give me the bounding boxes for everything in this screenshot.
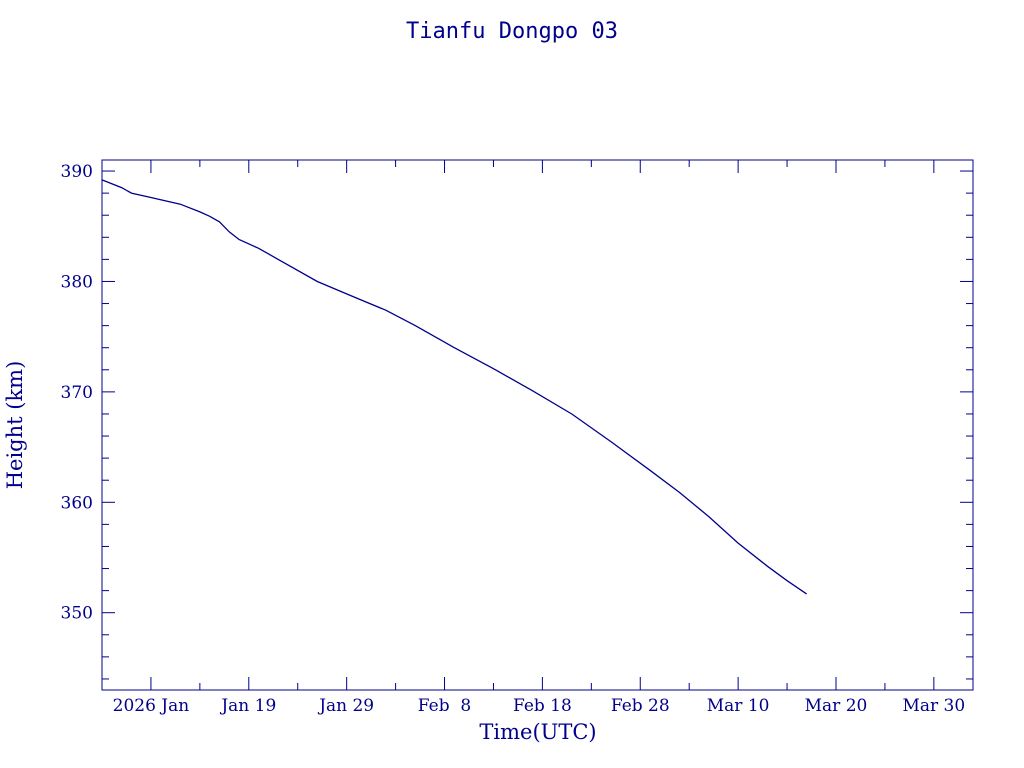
y-tick-label: 360 — [61, 493, 93, 513]
x-tick-label: 2026 Jan — [113, 696, 190, 716]
plot-frame — [101, 159, 974, 691]
y-tick-label: 380 — [61, 272, 93, 292]
x-tick-label: Jan 19 — [219, 696, 276, 716]
series-line — [101, 179, 807, 595]
y-tick-label: 350 — [61, 604, 93, 624]
x-tick-label: Mar 10 — [707, 696, 770, 716]
x-axis-label: Time(UTC) — [479, 720, 596, 744]
x-tick-label: Jan 29 — [317, 696, 374, 716]
chart-title: Tianfu Dongpo 03 — [406, 19, 618, 44]
axis-ticks — [101, 160, 973, 690]
x-tick-label: Feb 8 — [418, 696, 471, 716]
x-tick-label: Feb 18 — [513, 696, 572, 716]
x-tick-labels: 2026 Jan Jan 19 Jan 29 Feb 8 Feb 18 Feb 28 Mar… — [113, 696, 966, 716]
y-tick-label: 370 — [61, 383, 93, 403]
x-tick-label: Mar 20 — [805, 696, 868, 716]
x-tick-label: Feb 28 — [611, 696, 670, 716]
y-tick-labels: 350 360 370 380 390 — [61, 162, 93, 624]
y-tick-label: 390 — [61, 162, 93, 182]
y-axis-label: Height (km) — [3, 361, 27, 490]
x-tick-label: Mar 30 — [902, 696, 965, 716]
